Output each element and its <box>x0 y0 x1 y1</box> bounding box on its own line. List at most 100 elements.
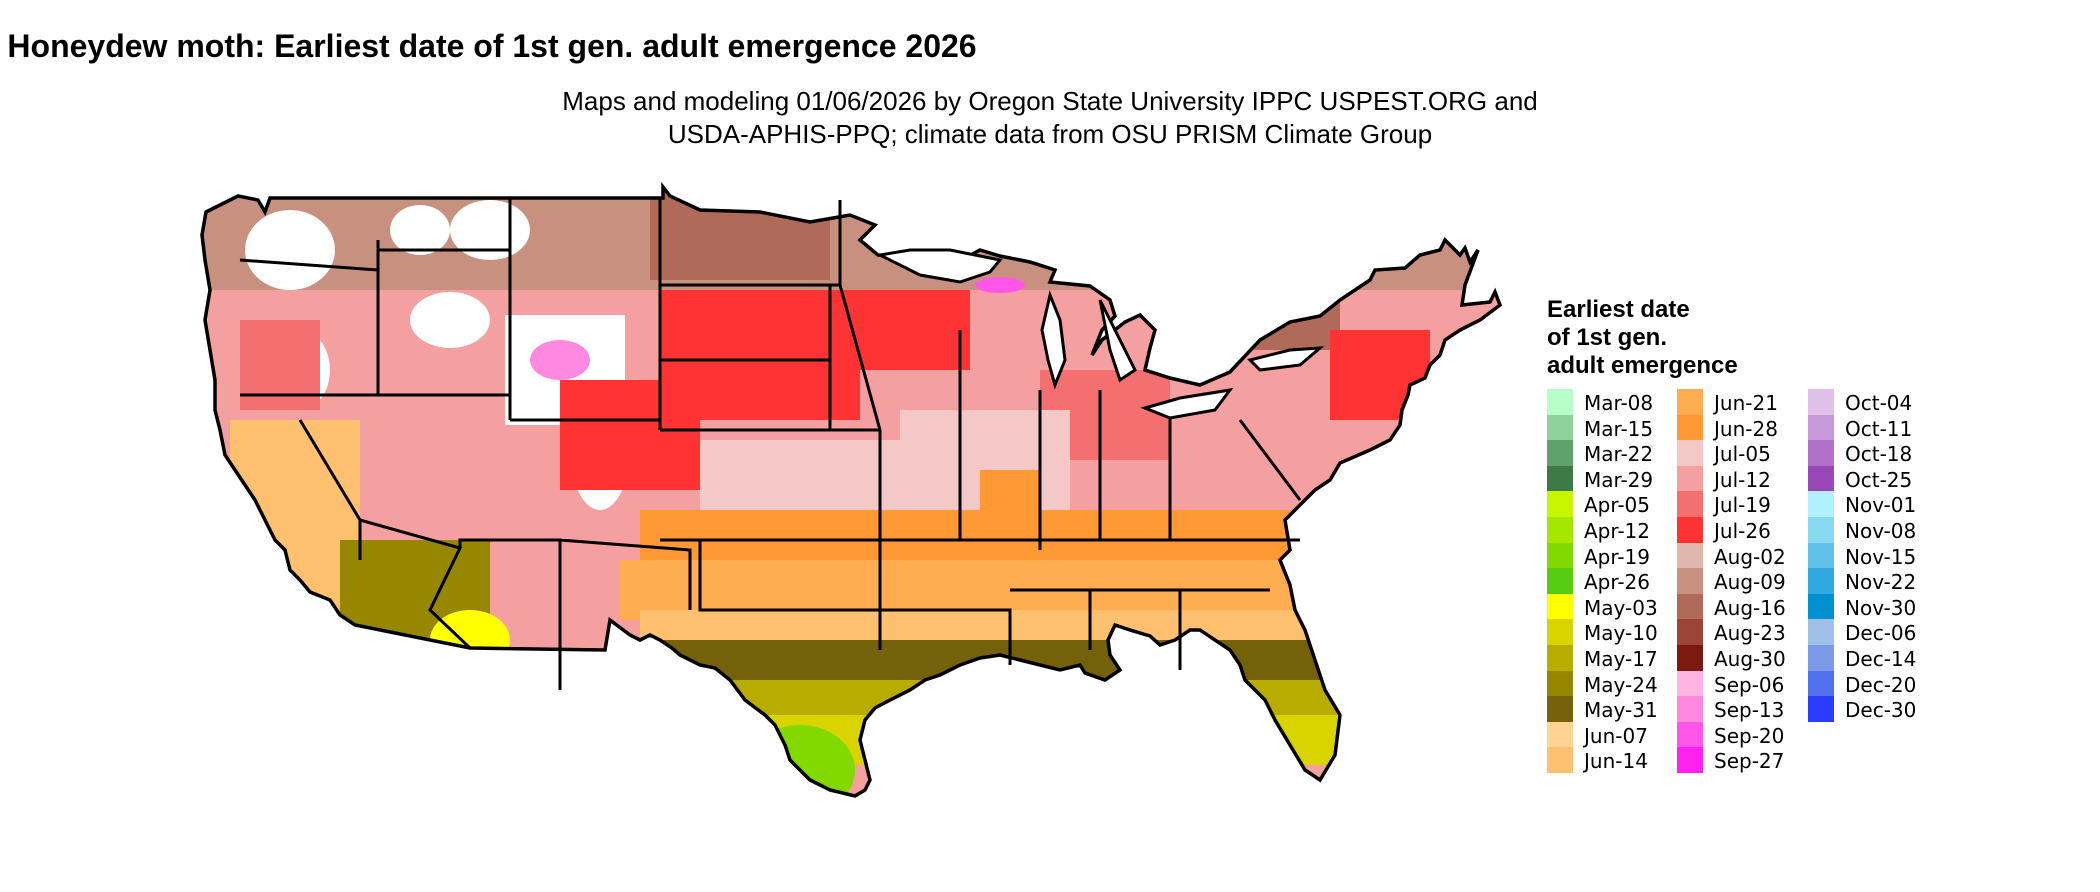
legend-swatch <box>1677 491 1703 518</box>
legend-item: Oct-04 <box>1808 389 2048 415</box>
legend-label: Sep-20 <box>1714 723 1785 748</box>
legend-label: Jun-07 <box>1584 723 1648 748</box>
legend-item: Sep-13 <box>1677 696 1917 723</box>
legend-swatch <box>1808 517 1834 543</box>
legend-item: Aug-30 <box>1677 645 1917 671</box>
legend-label: Mar-29 <box>1584 467 1654 492</box>
legend-swatch <box>1547 593 1573 620</box>
legend-label: Mar-22 <box>1584 442 1654 467</box>
legend-label: Jul-26 <box>1714 519 1771 543</box>
legend-item: Nov-22 <box>1808 568 2048 595</box>
legend-swatch <box>1808 465 1834 492</box>
legend-item: Jun-28 <box>1677 414 1917 441</box>
legend-label: Apr-26 <box>1584 570 1650 595</box>
legend-label: Oct-18 <box>1845 442 1913 467</box>
legend-label: Dec-30 <box>1845 698 1917 723</box>
legend-label: Sep-27 <box>1714 749 1785 774</box>
legend-swatch <box>1808 593 1834 620</box>
legend-item: Apr-19 <box>1547 542 1787 569</box>
legend-item: Mar-22 <box>1547 440 1787 467</box>
legend-item: Mar-29 <box>1547 465 1787 492</box>
legend-item: Jul-12 <box>1677 465 1917 492</box>
legend-item: Apr-26 <box>1547 568 1787 595</box>
legend-label: Oct-11 <box>1845 416 1913 441</box>
legend-label: Dec-14 <box>1845 647 1917 671</box>
legend-label: May-10 <box>1584 621 1658 646</box>
legend-item: Nov-08 <box>1808 517 2048 543</box>
legend-label: Aug-09 <box>1714 570 1786 595</box>
legend-item: May-10 <box>1547 619 1787 646</box>
legend-item: May-03 <box>1547 593 1787 620</box>
legend-item: Jul-05 <box>1677 440 1917 467</box>
legend-swatch <box>1547 645 1573 671</box>
legend-label: Jun-21 <box>1714 391 1778 415</box>
legend-item: May-31 <box>1547 696 1787 723</box>
legend-label: Sep-06 <box>1714 672 1785 697</box>
legend-label: May-03 <box>1584 595 1658 620</box>
legend-swatch <box>1677 542 1703 569</box>
emergence-color-zones <box>202 187 1500 796</box>
legend-label: Aug-02 <box>1714 544 1786 569</box>
legend-label: Mar-08 <box>1584 391 1654 415</box>
legend-swatch <box>1677 440 1703 467</box>
legend-item: Mar-08 <box>1547 389 1787 415</box>
legend-swatch <box>1808 696 1834 723</box>
legend-item: May-24 <box>1547 670 1787 697</box>
legend-swatch <box>1677 619 1703 646</box>
legend-label: Aug-16 <box>1714 595 1786 620</box>
legend-swatch <box>1808 491 1834 518</box>
legend-label: Nov-08 <box>1845 519 1917 543</box>
legend-swatch <box>1808 619 1834 646</box>
legend-label: Apr-05 <box>1584 493 1650 518</box>
legend-label: Mar-15 <box>1584 416 1654 441</box>
legend-label: Jul-12 <box>1714 467 1771 492</box>
legend-swatch <box>1808 389 1834 415</box>
legend-swatch <box>1677 593 1703 620</box>
legend-swatch <box>1677 414 1703 441</box>
legend-swatch <box>1547 696 1573 723</box>
legend-swatch <box>1677 696 1703 723</box>
legend-item: Aug-09 <box>1677 568 1917 595</box>
legend-item: Sep-27 <box>1677 747 1917 774</box>
legend-item: Dec-20 <box>1808 670 2048 697</box>
legend-label: Oct-04 <box>1845 391 1913 415</box>
legend-item: Jul-19 <box>1677 491 1917 518</box>
legend-item: Jun-14 <box>1547 747 1787 774</box>
legend-item: Oct-18 <box>1808 440 2048 467</box>
legend-swatch <box>1808 542 1834 569</box>
legend-swatch <box>1677 645 1703 671</box>
legend-item: Apr-12 <box>1547 517 1787 543</box>
legend-item: Dec-14 <box>1808 645 2048 671</box>
legend-swatch <box>1677 721 1703 748</box>
legend-label: Jul-05 <box>1714 442 1771 467</box>
legend-swatch <box>1677 568 1703 595</box>
legend-swatch <box>1547 568 1573 595</box>
legend-swatch <box>1547 491 1573 518</box>
legend-item: Nov-15 <box>1808 542 2048 569</box>
legend-swatch <box>1547 440 1573 467</box>
legend-title: Earliest date of 1st gen. adult emergenc… <box>1547 296 1738 380</box>
legend-item: Apr-05 <box>1547 491 1787 518</box>
legend-label: Jun-14 <box>1584 749 1648 774</box>
legend-swatch <box>1677 747 1703 774</box>
legend-label: Dec-20 <box>1845 672 1917 697</box>
legend-item: Oct-25 <box>1808 465 2048 492</box>
legend-swatch <box>1547 542 1573 569</box>
legend-swatch <box>1808 440 1834 467</box>
legend-label: May-31 <box>1584 698 1658 723</box>
state-borders <box>239 198 1302 690</box>
legend-label: Dec-06 <box>1845 621 1917 646</box>
legend-title-line: of 1st gen. <box>1547 324 1668 351</box>
legend-item: Jul-26 <box>1677 517 1917 543</box>
legend-label: Nov-22 <box>1845 570 1917 595</box>
legend-label: Sep-13 <box>1714 698 1785 723</box>
legend-label: May-24 <box>1584 672 1658 697</box>
legend-swatch <box>1808 414 1834 441</box>
legend-swatch <box>1547 414 1573 441</box>
legend-item: Aug-16 <box>1677 593 1917 620</box>
legend-item: Nov-01 <box>1808 491 2048 518</box>
legend-swatch <box>1808 645 1834 671</box>
legend-label: Apr-19 <box>1584 544 1650 569</box>
legend-swatch <box>1677 517 1703 543</box>
